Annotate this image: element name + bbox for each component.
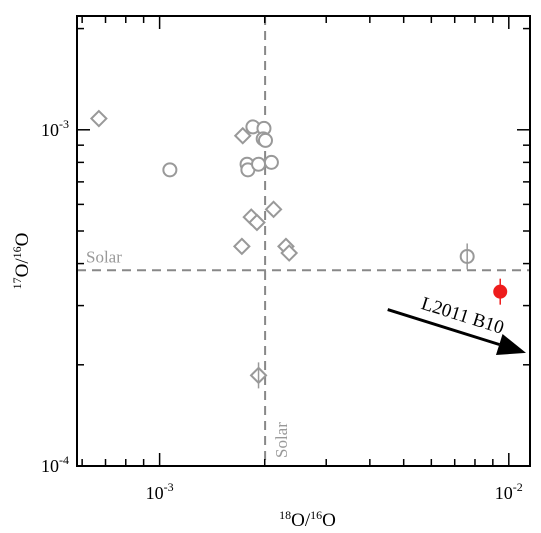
axis-ticks: 10-3 10-2 10-4 10-3 [41, 16, 530, 503]
y-tick-label: 10-3 [41, 117, 69, 140]
annotation-arrow-shaft [387, 308, 500, 346]
data-point-diamond [264, 200, 283, 219]
annotation-arrow-head [495, 334, 526, 356]
data-point-diamond [232, 237, 251, 256]
data-markers [89, 109, 508, 389]
data-point-diamond [233, 126, 252, 145]
y-tick-label: 10-4 [41, 453, 69, 476]
x-axis-label: 18O/16O [279, 508, 336, 531]
data-point-circle [257, 132, 273, 148]
x-tick-label: 10-3 [146, 480, 174, 503]
solar-horizontal-label: Solar [86, 247, 122, 266]
data-point-diamond [248, 213, 266, 232]
reference-lines [77, 16, 530, 466]
data-point-circle [162, 162, 178, 178]
plot-frame [76, 15, 531, 467]
annotations [387, 308, 526, 356]
x-tick-label: 10-2 [495, 480, 523, 503]
plot-border [76, 15, 531, 467]
data-point-circle [251, 156, 267, 172]
data-point-circle [263, 154, 279, 170]
data-point-diamond [89, 109, 108, 128]
data-point-diamond [280, 244, 299, 262]
solar-vertical-label: Solar [272, 422, 291, 458]
y-axis-label: 17O/16O [10, 233, 33, 290]
